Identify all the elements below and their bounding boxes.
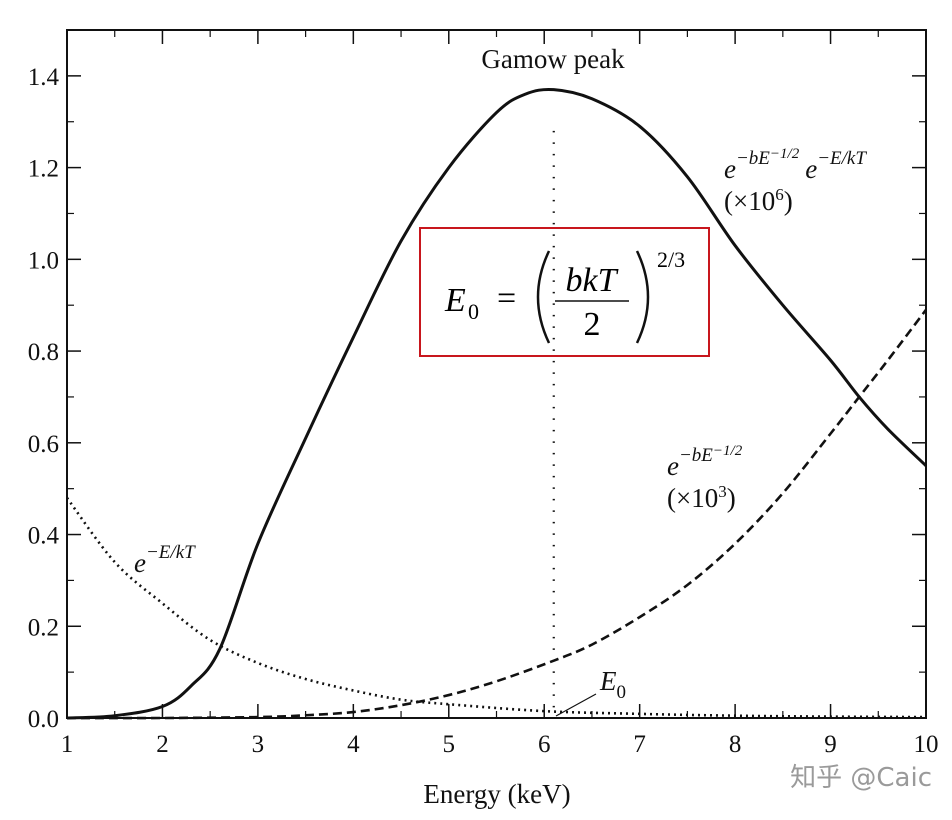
right-paren bbox=[635, 250, 650, 344]
x-tick-label: 10 bbox=[914, 731, 939, 758]
y-tick-label: 1.4 bbox=[28, 64, 60, 91]
series-line-solid bbox=[66, 87, 928, 720]
formula-lhs: E bbox=[444, 282, 466, 319]
tunneling-scale-label: (×103) bbox=[667, 482, 736, 513]
x-tick-label: 1 bbox=[61, 731, 74, 758]
x-tick-label: 2 bbox=[156, 731, 169, 758]
y-tick-label: 0.2 bbox=[28, 614, 59, 641]
formula-exponent: 2/3 bbox=[657, 247, 685, 272]
x-tick-label: 5 bbox=[443, 731, 456, 758]
x-tick-label: 6 bbox=[538, 731, 551, 758]
y-tick-label: 0.8 bbox=[28, 339, 59, 366]
x-tick-label: 8 bbox=[729, 731, 742, 758]
combined-scale-label: (×106) bbox=[724, 185, 793, 216]
formula-numerator: bkT bbox=[566, 262, 619, 299]
y-tick-label: 0.4 bbox=[28, 523, 60, 550]
y-tick-label: 1.2 bbox=[28, 156, 59, 183]
watermark: 知乎 @Caic bbox=[790, 763, 932, 793]
formula-denominator: 2 bbox=[584, 306, 601, 343]
formula-equals: = bbox=[497, 280, 516, 317]
x-axis-label: Energy (keV) bbox=[423, 779, 570, 809]
plot-frame bbox=[66, 29, 927, 719]
x-tick-label: 4 bbox=[347, 731, 360, 758]
combined-curve-label: e−bE−1/2 e−E/kT bbox=[724, 146, 867, 184]
gamow-peak-label: Gamow peak bbox=[481, 44, 625, 74]
y-tick-label: 0.6 bbox=[28, 431, 59, 458]
x-tick-label: 3 bbox=[252, 731, 265, 758]
e0-pointer bbox=[555, 693, 597, 717]
formula: E 0 = bkT 2 2/3 bbox=[444, 247, 685, 344]
boltzmann-curve-label: e−E/kT bbox=[134, 542, 196, 578]
gamow-peak-formula-box: E 0 = bkT 2 2/3 bbox=[419, 227, 710, 357]
x-tick-label: 9 bbox=[824, 731, 837, 758]
series-line-dashed bbox=[66, 309, 928, 720]
series-line-dotted bbox=[65, 497, 927, 719]
y-tick-label: 0.0 bbox=[28, 706, 59, 733]
left-paren bbox=[536, 250, 551, 344]
e0-label: E0 bbox=[599, 666, 626, 703]
x-tick-label: 7 bbox=[633, 731, 646, 758]
y-tick-label: 1.0 bbox=[28, 247, 59, 274]
tunneling-curve-label: e−bE−1/2 bbox=[667, 443, 743, 481]
formula-lhs-sub: 0 bbox=[468, 299, 479, 324]
